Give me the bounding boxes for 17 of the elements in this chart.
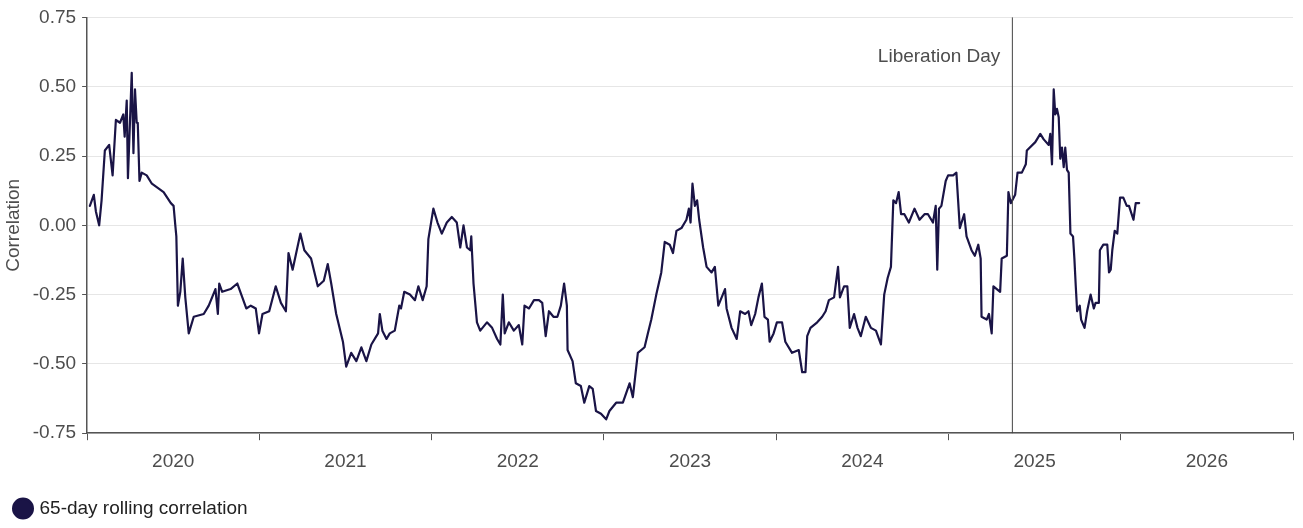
x-tick-label: 2024 — [841, 449, 884, 471]
x-tick-label: 2020 — [152, 449, 195, 471]
x-tick-label: 2025 — [1013, 449, 1056, 471]
y-tick-label: 0.50 — [39, 74, 77, 96]
y-tick-label: 0.00 — [39, 213, 77, 235]
x-tick-label: 2022 — [496, 449, 539, 471]
ref-line-label: Liberation Day — [877, 44, 1001, 66]
x-tick-label: 2026 — [1185, 449, 1229, 471]
y-tick-label: -0.50 — [32, 352, 77, 374]
y-axis-title: Correlation — [1, 178, 23, 272]
legend-label: 65-day rolling correlation — [39, 496, 248, 518]
y-tick-label: 0.25 — [39, 144, 77, 166]
y-tick-label: -0.25 — [32, 282, 77, 304]
x-tick-label: 2023 — [668, 449, 712, 471]
y-tick-label: -0.75 — [32, 421, 77, 443]
y-tick-label: 0.75 — [39, 5, 77, 27]
x-tick-label: 2021 — [324, 449, 367, 471]
